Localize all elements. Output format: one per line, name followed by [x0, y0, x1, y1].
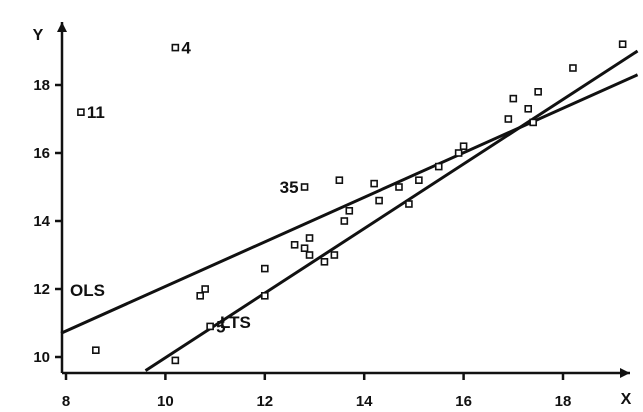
ols-line [60, 73, 639, 335]
data-point [534, 88, 542, 96]
x-tick-label: 10 [157, 393, 174, 410]
data-point [375, 196, 383, 205]
x-tick-label: 12 [256, 393, 273, 410]
data-point [340, 217, 349, 225]
data-point [504, 115, 513, 123]
data-point [330, 251, 339, 259]
data-point [524, 105, 533, 113]
annotations: OLS LTS 4 11 35 5 [70, 39, 299, 337]
data-point [370, 179, 378, 188]
x-axis-arrow [620, 368, 630, 378]
data-points [77, 40, 627, 365]
y-tick-label: 14 [33, 213, 50, 230]
labeled-data-point [206, 322, 214, 331]
data-point [415, 176, 423, 184]
data-point [92, 346, 100, 355]
data-point [305, 234, 314, 242]
data-point [618, 40, 627, 49]
data-point [569, 64, 577, 72]
data-point [300, 244, 309, 252]
data-point [454, 149, 463, 157]
data-point [320, 257, 329, 266]
data-point [305, 251, 314, 259]
x-tick-label: 8 [62, 393, 70, 410]
y-axis-title: Y [33, 27, 44, 44]
data-point [260, 264, 269, 273]
data-point [335, 176, 344, 184]
data-point [529, 118, 537, 127]
data-point [434, 162, 443, 171]
axis-ticks: 8 10 12 14 16 18 10 12 14 16 18 [33, 77, 571, 410]
x-tick-label: 18 [555, 393, 572, 410]
labeled-data-point [171, 43, 180, 52]
data-point [290, 241, 299, 249]
data-point [459, 142, 468, 150]
y-tick-label: 10 [33, 349, 50, 366]
y-tick-label: 18 [33, 77, 50, 94]
data-point [196, 291, 204, 300]
y-tick-label: 16 [33, 145, 50, 162]
data-point [171, 356, 180, 365]
point-label: 11 [87, 103, 105, 122]
data-point [509, 94, 518, 103]
labeled-data-point [300, 183, 309, 191]
data-point [405, 200, 413, 208]
lts-label: LTS [220, 313, 251, 332]
regression-lines [60, 49, 639, 372]
data-point [260, 291, 269, 300]
x-tick-label: 14 [356, 393, 373, 410]
ols-label: OLS [70, 281, 105, 300]
y-tick-label: 12 [33, 281, 50, 298]
axes: XY [33, 22, 632, 408]
point-label: 5 [216, 317, 225, 336]
point-label: 35 [280, 178, 299, 197]
data-point [345, 207, 354, 215]
labeled-data-point [77, 108, 85, 116]
lts-line [144, 49, 639, 372]
data-point [201, 285, 209, 293]
x-axis-title: X [621, 391, 632, 408]
data-point [395, 183, 403, 191]
y-axis-arrow [57, 22, 67, 32]
point-label: 4 [181, 39, 191, 58]
x-tick-label: 16 [455, 393, 472, 410]
